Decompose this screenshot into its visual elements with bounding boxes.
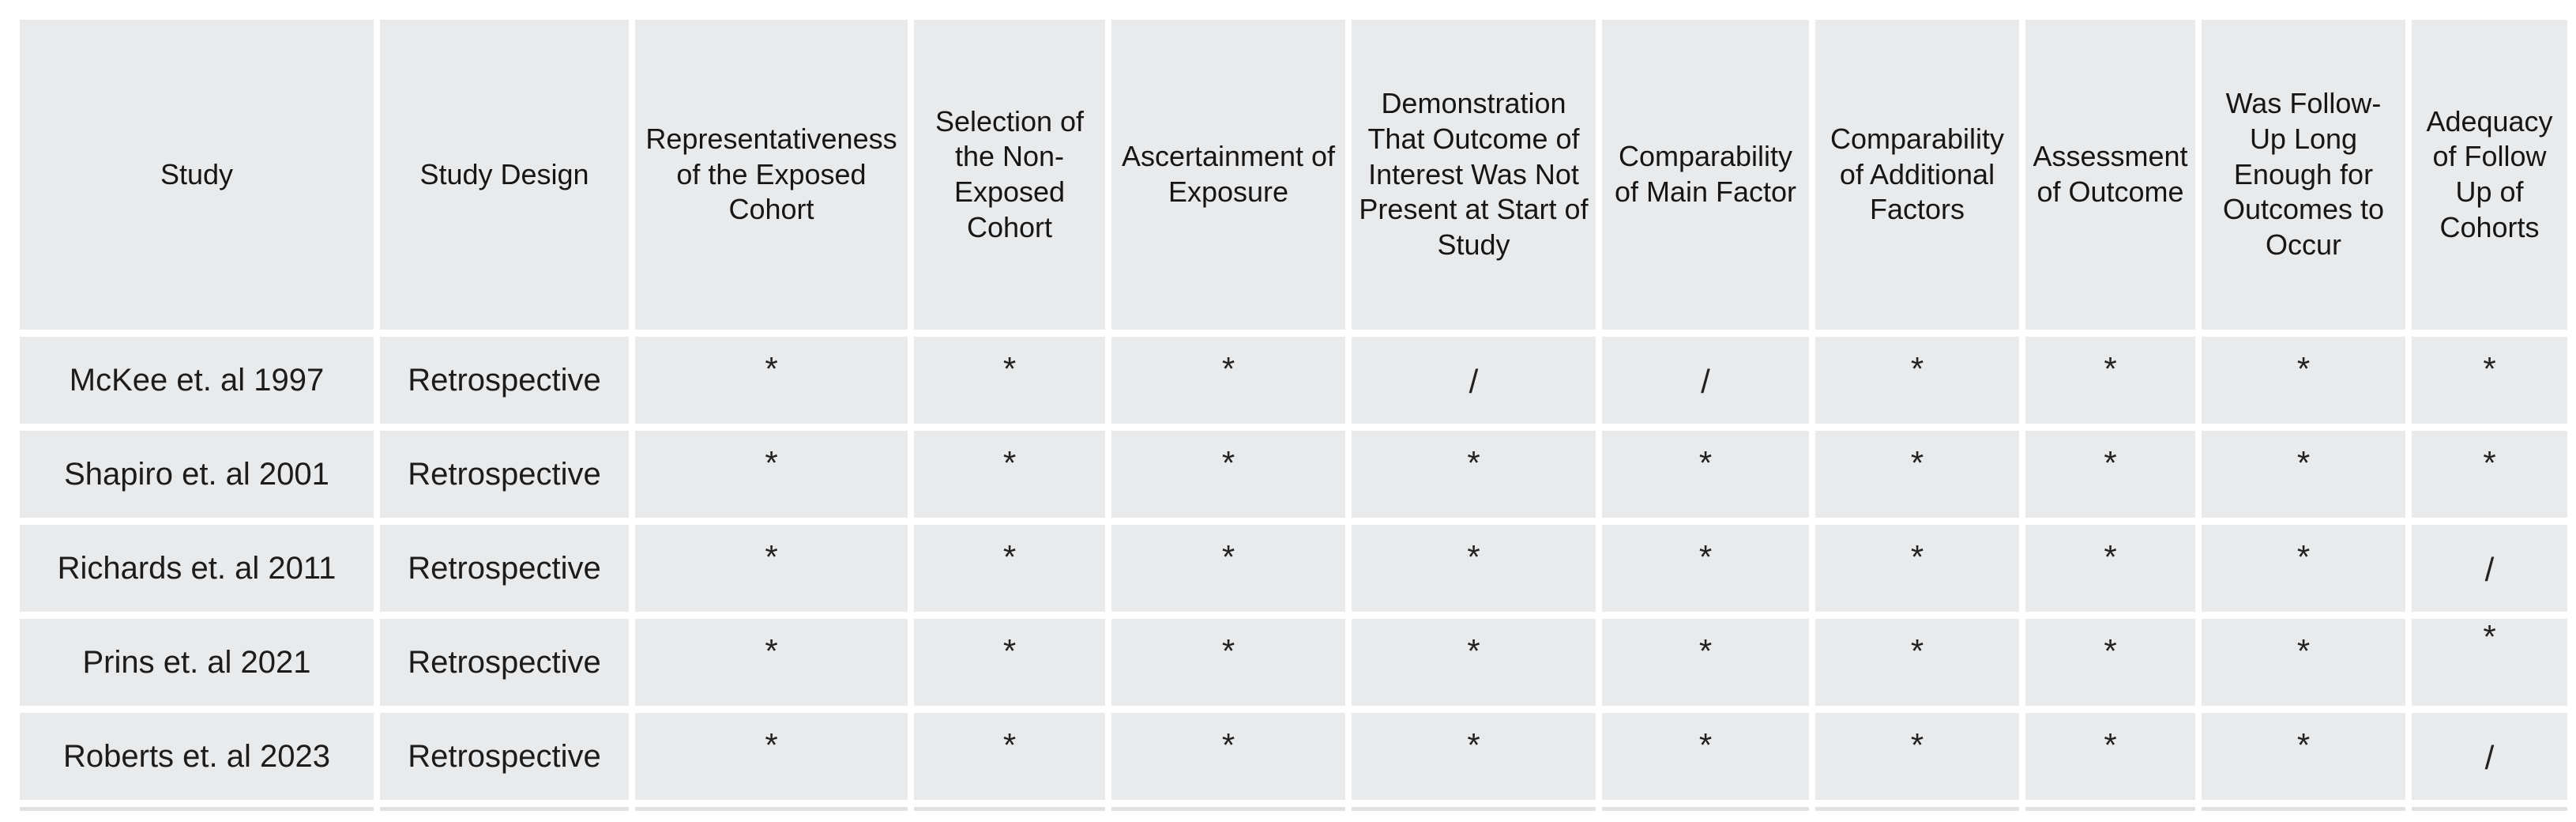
score-cell: * bbox=[914, 713, 1105, 800]
score-cell: * bbox=[1111, 431, 1345, 518]
score-cell: * bbox=[1352, 619, 1596, 706]
score-cell: * bbox=[914, 431, 1105, 518]
score-cell: * bbox=[2202, 619, 2405, 706]
score-cell: * bbox=[1602, 619, 1809, 706]
column-header-ascertainment: Ascertainment of Exposure bbox=[1111, 20, 1345, 330]
score-cell: * bbox=[1602, 525, 1809, 612]
score-cell: * bbox=[1111, 619, 1345, 706]
score-cell: * bbox=[1352, 525, 1596, 612]
study-design-cell: Retrospective bbox=[380, 337, 629, 424]
study-name-cell: Shapiro et. al 2001 bbox=[20, 431, 374, 518]
column-header-comparability-additional: Comparability of Additional Factors bbox=[1815, 20, 2019, 330]
partial-row-cell bbox=[2412, 807, 2567, 811]
score-cell: * bbox=[635, 525, 908, 612]
score-cell: * bbox=[2412, 431, 2567, 518]
partial-row-cell bbox=[635, 807, 908, 811]
score-cell: * bbox=[2202, 337, 2405, 424]
score-cell: * bbox=[1111, 337, 1345, 424]
partial-row-cell bbox=[20, 807, 374, 811]
score-cell: * bbox=[1111, 713, 1345, 800]
score-cell: * bbox=[635, 337, 908, 424]
partial-row-cell bbox=[2202, 807, 2405, 811]
score-cell: * bbox=[1815, 619, 2019, 706]
score-cell: * bbox=[2202, 525, 2405, 612]
score-cell: * bbox=[2202, 713, 2405, 800]
score-cell: * bbox=[635, 431, 908, 518]
score-cell: / bbox=[1352, 337, 1596, 424]
column-header-study: Study bbox=[20, 20, 374, 330]
partial-row-cell bbox=[2025, 807, 2195, 811]
score-cell: * bbox=[1111, 525, 1345, 612]
score-cell: * bbox=[635, 619, 908, 706]
score-cell: * bbox=[2412, 619, 2567, 706]
score-cell: * bbox=[2025, 431, 2195, 518]
score-cell: / bbox=[2412, 525, 2567, 612]
score-cell: * bbox=[2025, 525, 2195, 612]
study-design-cell: Retrospective bbox=[380, 619, 629, 706]
column-header-comparability-main: Comparability of Main Factor bbox=[1602, 20, 1809, 330]
study-design-cell: Retrospective bbox=[380, 431, 629, 518]
score-cell: * bbox=[1352, 431, 1596, 518]
study-name-cell: Prins et. al 2021 bbox=[20, 619, 374, 706]
partial-row-cell bbox=[1602, 807, 1809, 811]
score-cell: * bbox=[1602, 431, 1809, 518]
partial-row-cell bbox=[380, 807, 629, 811]
score-cell: * bbox=[1815, 337, 2019, 424]
partial-row-cell bbox=[1352, 807, 1596, 811]
column-header-study-design: Study Design bbox=[380, 20, 629, 330]
column-header-representativeness: Representativeness of the Exposed Cohort bbox=[635, 20, 908, 330]
study-name-cell: Roberts et. al 2023 bbox=[20, 713, 374, 800]
score-cell: * bbox=[1815, 713, 2019, 800]
column-header-followup-adequacy: Adequacy of Follow Up of Cohorts bbox=[2412, 20, 2567, 330]
score-cell: * bbox=[1815, 431, 2019, 518]
study-design-cell: Retrospective bbox=[380, 525, 629, 612]
score-cell: * bbox=[1602, 713, 1809, 800]
score-cell: * bbox=[914, 525, 1105, 612]
column-header-selection-non-exposed: Selection of the Non-Exposed Cohort bbox=[914, 20, 1105, 330]
score-cell: * bbox=[2025, 337, 2195, 424]
score-cell: * bbox=[635, 713, 908, 800]
score-cell: * bbox=[2025, 619, 2195, 706]
partial-row-cell bbox=[914, 807, 1105, 811]
score-cell: * bbox=[1352, 713, 1596, 800]
score-cell: / bbox=[2412, 713, 2567, 800]
score-cell: * bbox=[914, 337, 1105, 424]
column-header-followup-length: Was Follow-Up Long Enough for Outcomes t… bbox=[2202, 20, 2405, 330]
quality-assessment-table: Study Study Design Representativeness of… bbox=[20, 20, 2567, 811]
study-design-cell: Retrospective bbox=[380, 713, 629, 800]
column-header-assessment-outcome: Assessment of Outcome bbox=[2025, 20, 2195, 330]
partial-row-cell bbox=[1815, 807, 2019, 811]
score-cell: * bbox=[1815, 525, 2019, 612]
score-cell: * bbox=[2202, 431, 2405, 518]
score-cell: / bbox=[1602, 337, 1809, 424]
score-cell: * bbox=[2025, 713, 2195, 800]
score-cell: * bbox=[914, 619, 1105, 706]
score-cell: * bbox=[2412, 337, 2567, 424]
study-name-cell: Richards et. al 2011 bbox=[20, 525, 374, 612]
partial-row-cell bbox=[1111, 807, 1345, 811]
column-header-demonstration-outcome: Demonstration That Outcome of Interest W… bbox=[1352, 20, 1596, 330]
study-name-cell: McKee et. al 1997 bbox=[20, 337, 374, 424]
